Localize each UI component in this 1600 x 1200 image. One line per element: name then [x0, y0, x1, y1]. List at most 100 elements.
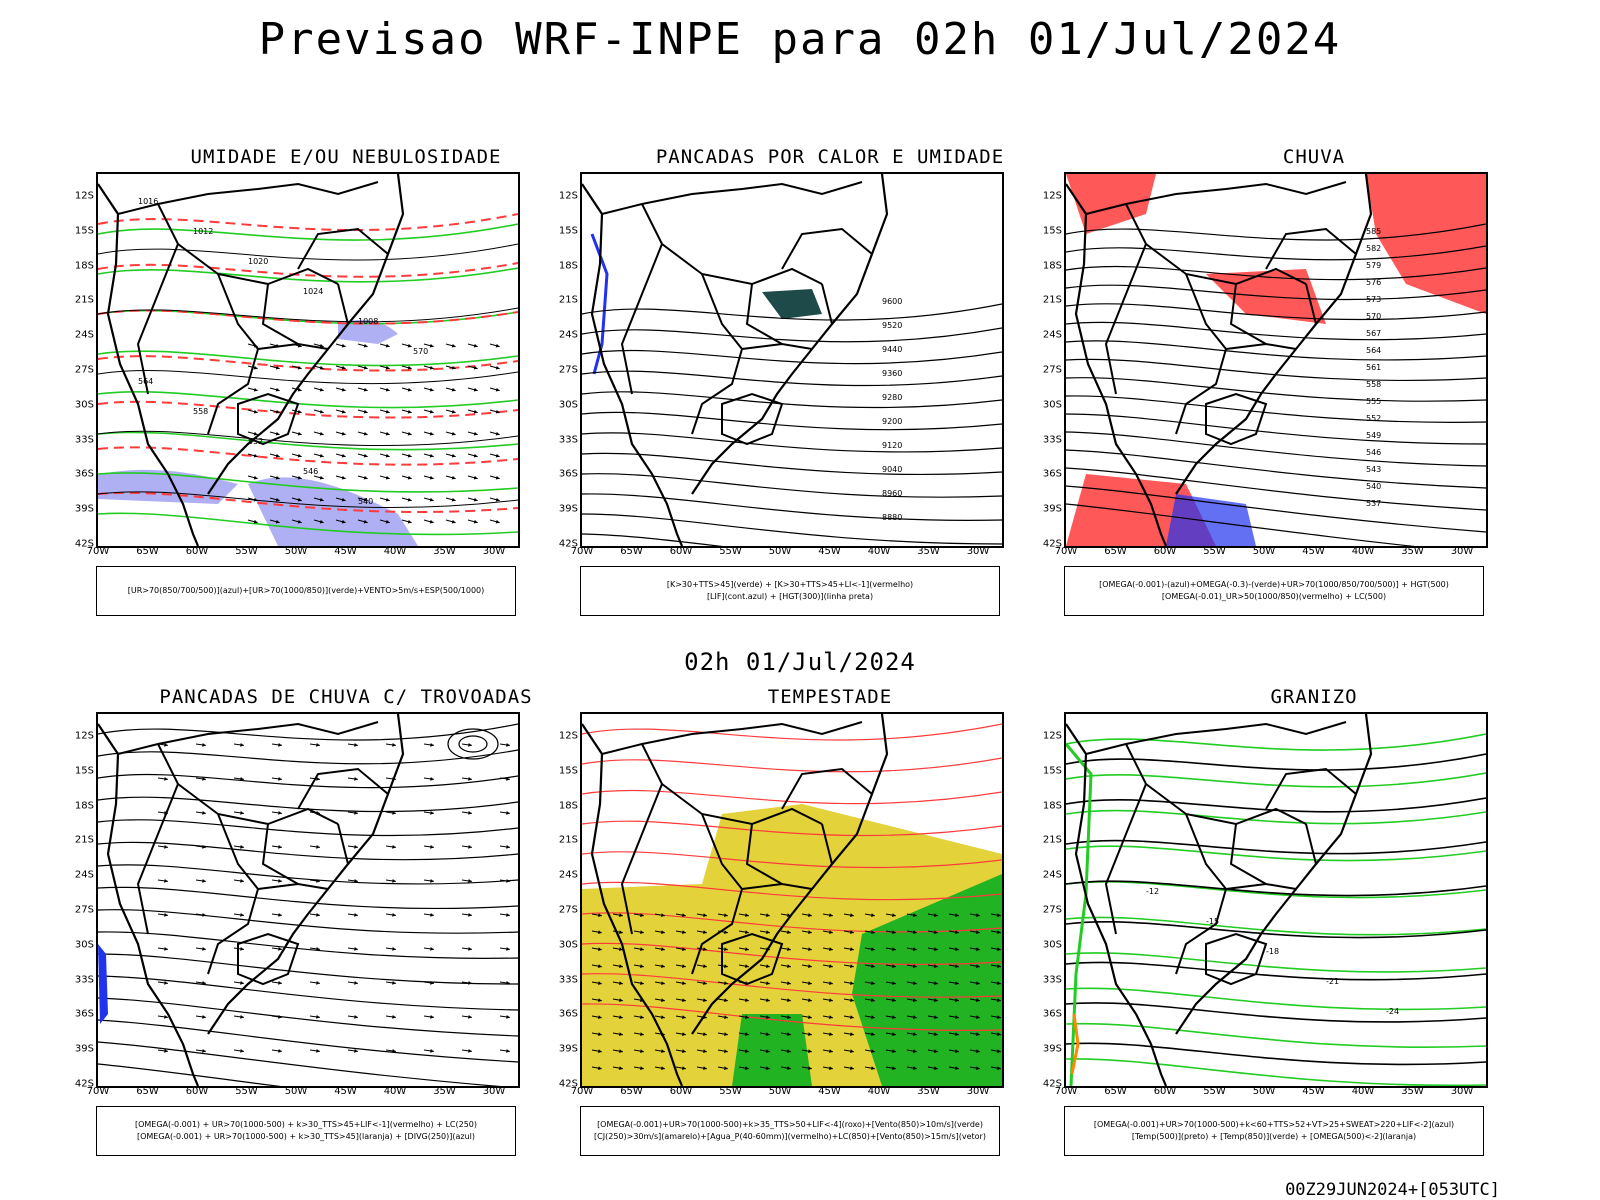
- contour-label: 567: [1366, 329, 1381, 338]
- lon-tick-label: 50W: [768, 1086, 792, 1097]
- panel-title: CHUVA: [1282, 146, 1346, 168]
- map-svg: 585 582 579 576 573 570 567 564 561 558 555 552 549 5…: [1066, 174, 1486, 546]
- lat-tick-label: 42S: [558, 1078, 578, 1090]
- lat-tick-label: 24S: [74, 869, 94, 881]
- map-plot: [580, 712, 1004, 1088]
- latitude-axis: 12S 15S 18S 21S 24S 27S 30S 33S 36S 39S 42S: [1034, 712, 1062, 1090]
- panel-pancadas-calor: PANCADAS POR CALOR E UMIDADE 9600 9520 9440…: [559, 146, 1080, 616]
- contour-label: 1024: [303, 287, 323, 296]
- lon-tick-label: 40W: [867, 1086, 891, 1097]
- contour-label: 8880: [882, 513, 902, 522]
- legend-box: [OMEGA(-0.001)-(azul)+OMEGA(-0.3)-(verde…: [1064, 566, 1484, 616]
- lat-tick-label: 30S: [1042, 399, 1062, 411]
- lat-tick-label: 36S: [1042, 468, 1062, 480]
- contour-label: 9520: [882, 321, 902, 330]
- contour-label: 552: [1366, 414, 1381, 423]
- main-title: Previsao WRF-INPE para 02h 01/Jul/2024: [258, 14, 1342, 65]
- contour-label: 9440: [882, 345, 902, 354]
- contour-label: 9200: [882, 417, 902, 426]
- lat-tick-label: 33S: [558, 974, 578, 986]
- lat-tick-label: 18S: [558, 260, 578, 272]
- legend-line: [OMEGA(-0.001)+UR>70(1000-500)+k<60+TTS>…: [1093, 1120, 1455, 1129]
- map-plot: 9600 9520 9440 9360 9280 9200 9120 9040 8960 8880: [580, 172, 1004, 548]
- lat-tick-label: 36S: [74, 468, 94, 480]
- legend-box: [UR>70(850/700/500)](azul)+[UR>70(1000/8…: [96, 566, 516, 616]
- contour-label: 540: [1366, 482, 1381, 491]
- lon-tick-label: 70W: [570, 546, 594, 557]
- lon-tick-label: 45W: [1302, 1086, 1325, 1097]
- latitude-axis: 12S 15S 18S 21S 24S 27S 30S 33S 36S 39S 42S: [1034, 172, 1062, 550]
- lat-tick-label: 27S: [1042, 904, 1062, 916]
- lat-tick-label: 12S: [1042, 730, 1062, 742]
- lon-tick-label: 45W: [818, 546, 841, 557]
- contour-label: 9600: [882, 297, 902, 306]
- longitude-axis: 70W 65W 60W 55W 50W 45W 40W 35W 30W: [1055, 1086, 1488, 1100]
- lat-tick-label: 42S: [74, 538, 94, 550]
- panel-granizo: GRANIZO -12 -15 -18 -21 -24 12S 15S 18S 21S 24S 27S…: [1043, 686, 1564, 1156]
- contour-label: 8960: [882, 489, 902, 498]
- lon-tick-label: 65W: [136, 546, 159, 557]
- contour-label: 564: [1366, 346, 1381, 355]
- lat-tick-label: 21S: [1042, 834, 1062, 846]
- contour-label: -12: [1146, 887, 1159, 896]
- mid-title: 02h 01/Jul/2024: [684, 648, 916, 676]
- lon-tick-label: 60W: [669, 546, 693, 557]
- lon-tick-label: 55W: [719, 1086, 742, 1097]
- lat-tick-label: 18S: [74, 800, 94, 812]
- lat-tick-label: 39S: [74, 503, 94, 515]
- legend-box: [OMEGA(-0.001) + UR>70(1000-500) + k>30_…: [96, 1106, 516, 1156]
- contour-label: 585: [1366, 227, 1381, 236]
- lon-tick-label: 30W: [966, 1086, 990, 1097]
- lat-tick-label: 39S: [558, 503, 578, 515]
- lat-tick-label: 21S: [1042, 294, 1062, 306]
- lon-tick-label: 30W: [482, 1086, 506, 1097]
- contour-label: 543: [1366, 465, 1381, 474]
- legend-line: [CJ(250)>30m/s](amarelo)+[Agua_P(40-60mm…: [594, 1132, 986, 1141]
- contour-label: 1008: [358, 317, 378, 326]
- panel-title: GRANIZO: [1270, 686, 1358, 708]
- lon-tick-label: 70W: [570, 1086, 594, 1097]
- lat-tick-label: 24S: [74, 329, 94, 341]
- lat-tick-label: 15S: [558, 225, 578, 237]
- map-plot: 585 582 579 576 573 570 567 564 561 558 555 552 549 5…: [1064, 172, 1488, 548]
- lon-tick-label: 65W: [620, 1086, 643, 1097]
- lon-tick-label: 50W: [284, 1086, 308, 1097]
- lon-tick-label: 35W: [917, 546, 940, 557]
- map-svg: 9600 9520 9440 9360 9280 9200 9120 9040 8960 8880: [582, 174, 1002, 546]
- map-svg: [582, 714, 1002, 1086]
- lon-tick-label: 65W: [1104, 546, 1127, 557]
- lat-tick-label: 33S: [1042, 974, 1062, 986]
- lat-tick-label: 42S: [1042, 538, 1062, 550]
- lon-tick-label: 70W: [1054, 546, 1078, 557]
- lon-tick-label: 40W: [867, 546, 891, 557]
- lat-tick-label: 12S: [74, 730, 94, 742]
- legend-line: [K>30+TTS>45](verde) + [K>30+TTS>45+LI<-…: [666, 580, 914, 589]
- longitude-axis: 70W 65W 60W 55W 50W 45W 40W 35W 30W: [1055, 546, 1488, 560]
- lat-tick-label: 39S: [1042, 503, 1062, 515]
- lat-tick-label: 42S: [558, 538, 578, 550]
- contour-label: 558: [1366, 380, 1381, 389]
- lat-tick-label: 39S: [1042, 1043, 1062, 1055]
- lat-tick-label: 27S: [558, 364, 578, 376]
- lat-tick-label: 18S: [1042, 260, 1062, 272]
- lat-tick-label: 15S: [74, 225, 94, 237]
- legend-line: [OMEGA(-0.001)-(azul)+OMEGA(-0.3)-(verde…: [1099, 580, 1449, 589]
- lon-tick-label: 30W: [966, 546, 990, 557]
- lon-tick-label: 35W: [433, 546, 456, 557]
- contour-label: 573: [1366, 295, 1381, 304]
- lon-tick-label: 55W: [1203, 546, 1226, 557]
- lon-tick-label: 50W: [1252, 546, 1276, 557]
- lat-tick-label: 27S: [74, 364, 94, 376]
- lat-tick-label: 39S: [558, 1043, 578, 1055]
- longitude-axis: 70W 65W 60W 55W 50W 45W 40W 35W 30W: [87, 546, 520, 560]
- lon-tick-label: 45W: [334, 1086, 357, 1097]
- lat-tick-label: 30S: [558, 939, 578, 951]
- lat-tick-label: 21S: [558, 834, 578, 846]
- lat-tick-label: 15S: [558, 765, 578, 777]
- legend-box: [OMEGA(-0.001)+UR>70(1000-500)+k<60+TTS>…: [1064, 1106, 1484, 1156]
- lon-tick-label: 50W: [1252, 1086, 1276, 1097]
- latitude-axis: 12S 15S 18S 21S 24S 27S 30S 33S 36S 39S 42S: [66, 712, 94, 1090]
- lon-tick-label: 65W: [1104, 1086, 1127, 1097]
- lat-tick-label: 24S: [1042, 329, 1062, 341]
- legend-line: [OMEGA(-0.001)+UR>70(1000-500)+k>35_TTS>…: [597, 1120, 983, 1129]
